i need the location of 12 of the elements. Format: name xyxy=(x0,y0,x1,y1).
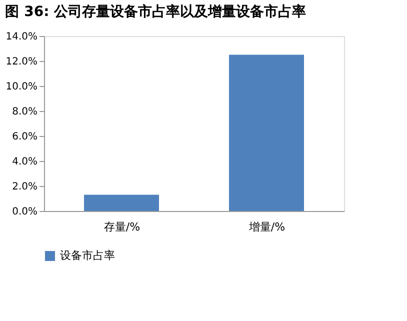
legend-label: 设备市占率 xyxy=(60,249,115,262)
y-tick-label: 10.0% xyxy=(6,82,38,92)
y-tick-label: 2.0% xyxy=(12,182,38,192)
y-tick-label: 6.0% xyxy=(12,132,38,142)
y-tick-label: 12.0% xyxy=(6,56,38,68)
x-tick-label: 增量/% xyxy=(248,220,286,234)
y-tick-label: 8.0% xyxy=(12,106,38,118)
x-tick-label: 存量/% xyxy=(104,220,140,234)
y-tick-label: 0.0% xyxy=(12,206,38,218)
chart-title: 图 36: 公司存量设备市占率以及增量设备市占率 xyxy=(5,3,306,20)
y-tick-label: 14.0% xyxy=(6,32,38,42)
y-tick-label: 4.0% xyxy=(12,156,38,168)
